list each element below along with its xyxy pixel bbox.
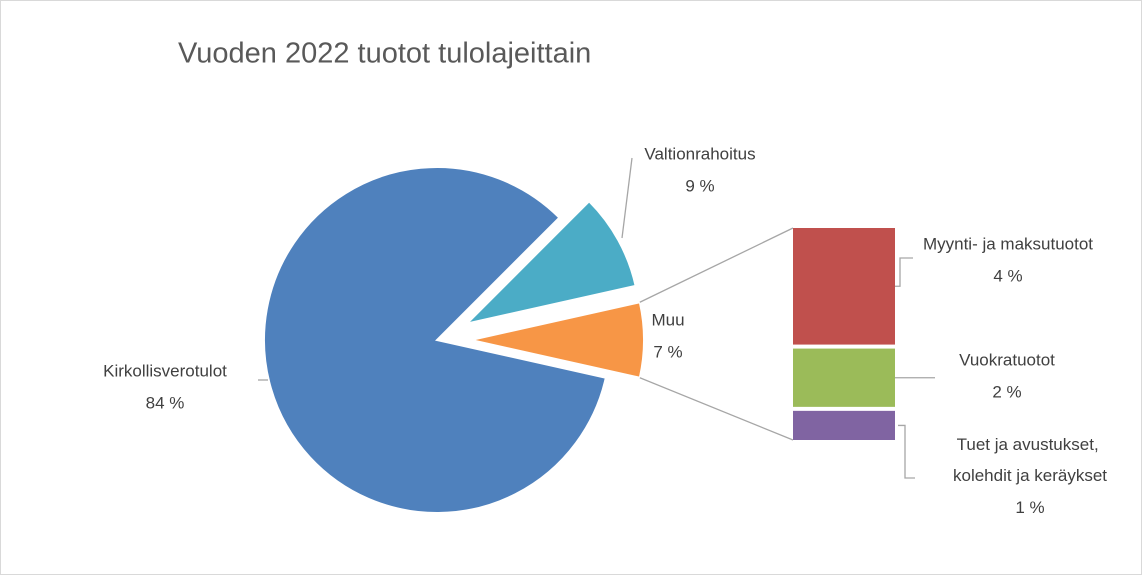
connector-line	[639, 227, 794, 303]
data-label: 9 %	[685, 176, 714, 195]
data-label: 1 %	[1015, 498, 1044, 517]
data-label: Muu	[651, 310, 684, 329]
chart-title: Vuoden 2022 tuotot tulolajeittain	[178, 38, 591, 70]
data-label: 7 %	[653, 342, 682, 361]
pie-slice	[470, 301, 645, 379]
bar-segment	[793, 410, 895, 440]
connector-line	[639, 377, 794, 441]
leader-line	[895, 257, 913, 287]
data-label: 4 %	[993, 266, 1022, 285]
data-label: Tuet ja avustukset, kolehdit ja keräykse…	[953, 435, 1107, 485]
leader-line	[621, 157, 633, 239]
pie-slice	[263, 166, 608, 514]
data-label: Kirkollisverotulot	[103, 361, 227, 380]
data-label: Vuokratuotot	[959, 351, 1055, 370]
data-label: Valtionrahoitus	[644, 144, 755, 163]
leader-line	[898, 424, 915, 479]
pie-slice	[463, 199, 637, 326]
bar-segment	[793, 348, 895, 407]
data-label: Myynti- ja maksutuotot	[923, 235, 1093, 254]
bar-segment	[793, 228, 895, 345]
data-label: 2 %	[992, 382, 1021, 401]
data-label: 84 %	[146, 393, 185, 412]
